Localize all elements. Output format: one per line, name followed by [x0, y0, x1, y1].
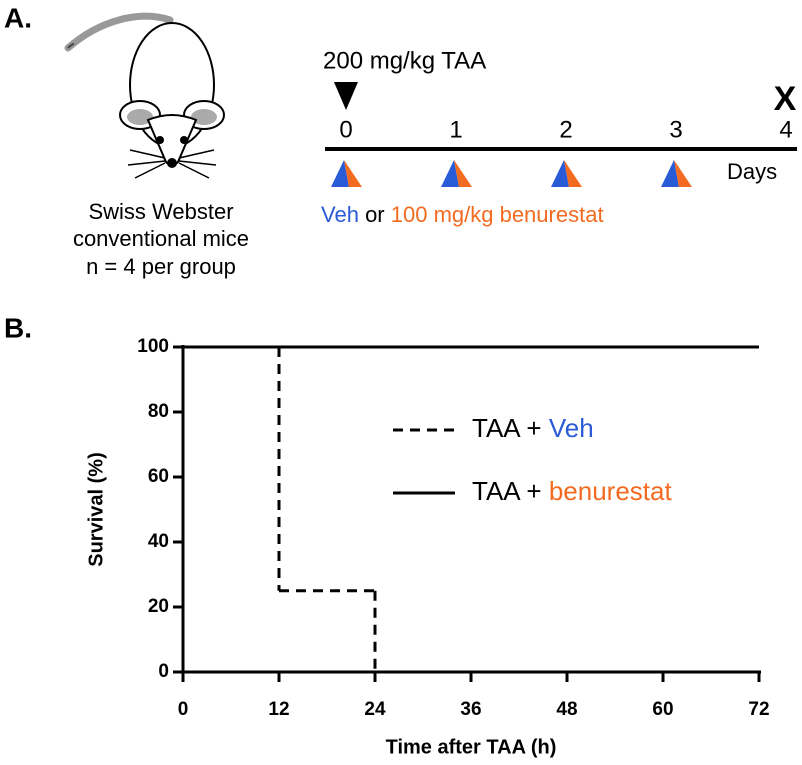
vehicle: Veh	[321, 202, 359, 227]
legend-part: TAA +	[472, 476, 542, 506]
x-tick-label: 0	[178, 699, 189, 720]
x-tick-label: 60	[652, 699, 673, 720]
legend-label: TAA + benurestat	[472, 476, 672, 506]
day-label: 0	[339, 116, 352, 143]
day-label: 2	[559, 116, 572, 143]
dose-triangle-drug	[454, 160, 472, 187]
y-tick-label: 20	[148, 596, 169, 617]
legend-part: Veh	[549, 413, 594, 443]
day-label: 4	[779, 116, 792, 143]
mouse-text: n = 4 per group	[86, 254, 236, 279]
dose-triangle-veh	[551, 160, 569, 187]
y-tick-label: 0	[158, 661, 169, 682]
legend-label: TAA + Veh	[472, 413, 594, 443]
joiner: or	[365, 202, 385, 227]
dose-arrow	[334, 82, 358, 110]
day-label: 3	[669, 116, 682, 143]
legend-part: TAA +	[472, 413, 542, 443]
days-label: Days	[727, 159, 777, 184]
day-label: 1	[449, 116, 462, 143]
x-tick-label: 72	[748, 699, 769, 720]
y-tick-label: 60	[148, 466, 169, 487]
dose-triangle-drug	[674, 160, 692, 187]
dose-triangle-veh	[441, 160, 459, 187]
dose-triangle-drug	[344, 160, 362, 187]
y-tick-label: 100	[137, 336, 169, 357]
panel-label: B.	[4, 312, 32, 343]
mouse-text: conventional mice	[73, 226, 249, 251]
panel-label: A.	[4, 2, 32, 33]
mouse-icon	[64, 12, 225, 179]
treatment: Veh or 100 mg/kg benurestat	[321, 202, 604, 227]
legend-part: benurestat	[549, 476, 673, 506]
dose-triangle-veh	[661, 160, 679, 187]
dose-triangle-veh	[331, 160, 349, 187]
x-tick-label: 12	[268, 699, 289, 720]
y-tick-label: 80	[148, 401, 169, 422]
x-tick-label: 48	[556, 699, 577, 720]
dose-label: 200 mg/kg TAA	[323, 47, 486, 74]
x-axis-title: Time after TAA (h)	[386, 736, 557, 758]
dose-triangle-drug	[564, 160, 582, 187]
mouse-text: Swiss Webster	[88, 199, 233, 224]
x-tick-label: 36	[460, 699, 481, 720]
y-axis-title: Survival (%)	[85, 452, 107, 566]
drug: 100 mg/kg benurestat	[391, 202, 604, 227]
y-tick-label: 40	[148, 531, 169, 552]
endpoint-mark: X	[774, 80, 797, 118]
x-tick-label: 24	[364, 699, 386, 720]
